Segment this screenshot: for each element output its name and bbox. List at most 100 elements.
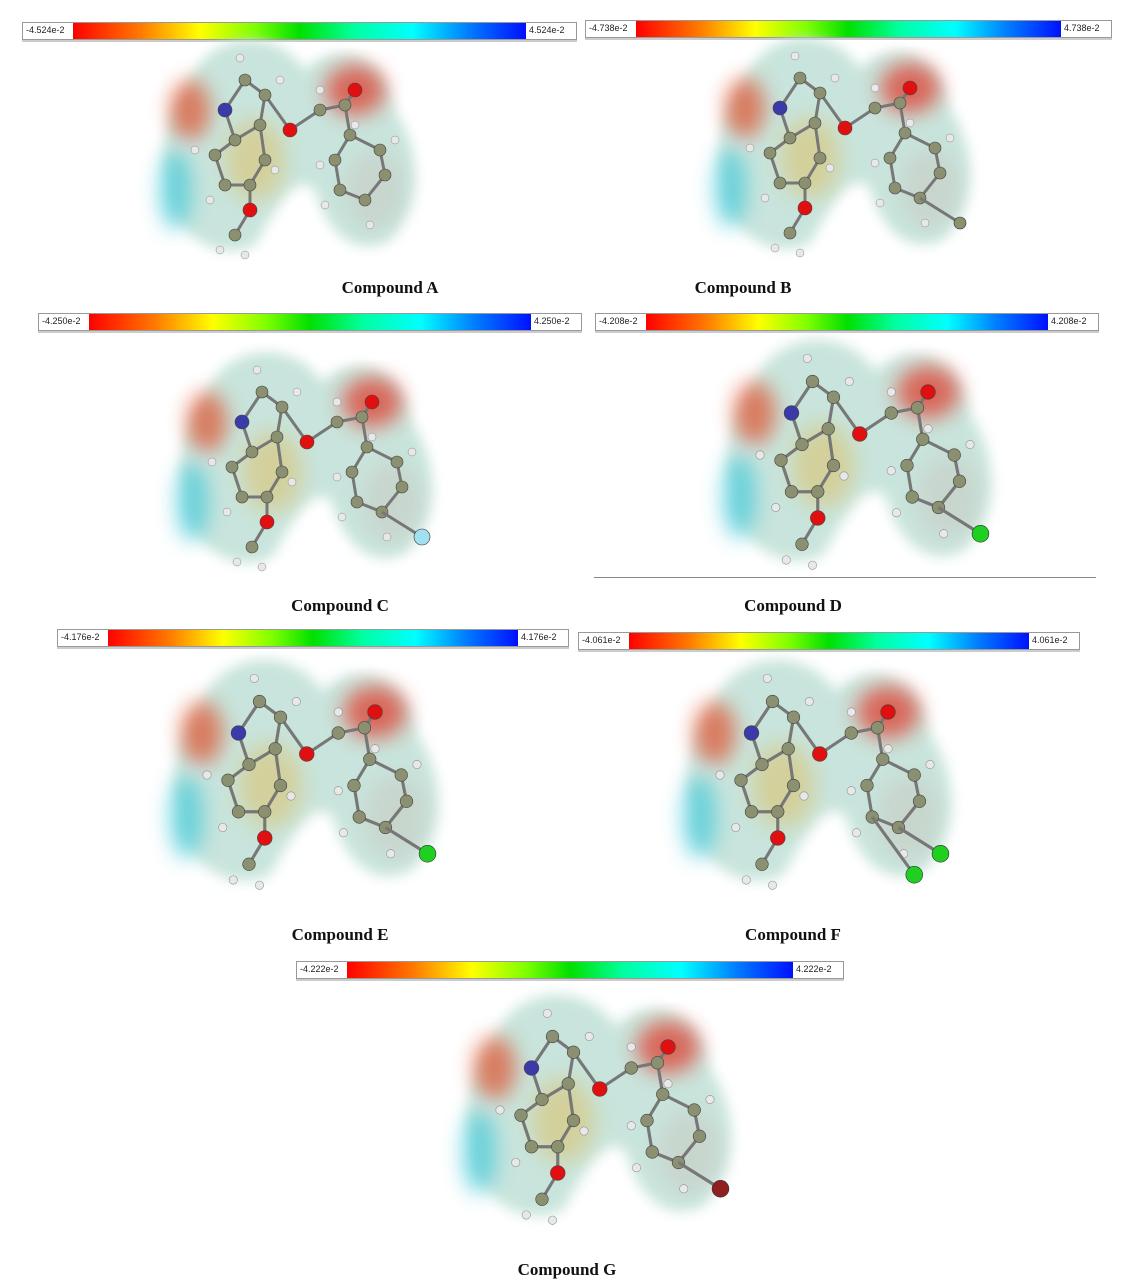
carbon-atom (273, 710, 288, 724)
scale-min-label: -4.176e-2 (61, 632, 100, 642)
carbon-atom (345, 465, 359, 479)
carbon-atom (363, 752, 377, 766)
scale-max-label: 4.524e-2 (529, 25, 565, 35)
compound-caption: Compound C (291, 596, 389, 615)
color-scale-bar: -4.176e-2 4.176e-2 (57, 629, 569, 647)
carbon-atom (245, 540, 259, 554)
carbon-atom (275, 400, 289, 414)
carbon-atom (912, 794, 927, 808)
hydrogen-atom (350, 120, 360, 130)
hydrogen-atom (579, 1126, 589, 1136)
carbon-atom (313, 103, 327, 117)
hydrogen-atom (232, 557, 242, 567)
carbon-atom (275, 465, 289, 479)
carbon-atom (551, 1140, 565, 1154)
color-gradient (73, 23, 526, 39)
color-scale-bar: -4.738e-2 4.738e-2 (585, 20, 1112, 38)
carbon-atom (357, 721, 372, 735)
carbon-atom (347, 778, 361, 793)
carbon-atom (350, 495, 364, 509)
hydrogen-atom (332, 397, 342, 407)
carbon-atom (231, 805, 246, 819)
color-gradient (629, 633, 1029, 649)
mep-surface-molecule (722, 339, 991, 570)
color-gradient (636, 21, 1061, 37)
hydrogen-atom (365, 220, 375, 230)
substituent-ch3-atom (953, 216, 967, 230)
carbon-atom (258, 88, 272, 102)
oxygen-atom (282, 122, 298, 138)
carbon-atom (884, 406, 898, 420)
hydrogen-atom (626, 1121, 636, 1131)
carbon-atom (784, 485, 799, 499)
hydrogen-atom (407, 447, 417, 457)
hydrogen-atom (339, 828, 348, 838)
color-scale-bar: -4.524e-2 4.524e-2 (22, 22, 577, 40)
carbon-atom (813, 151, 827, 165)
carbon-atom (373, 143, 387, 157)
hydrogen-atom (626, 1042, 636, 1052)
nitrogen-atom (217, 102, 233, 118)
hydrogen-atom (202, 770, 212, 780)
oxygen-atom (797, 200, 813, 216)
hydrogen-atom (390, 135, 400, 145)
hydrogen-atom (905, 118, 915, 128)
hydrogen-atom (215, 245, 225, 255)
color-scale-bar: -4.222e-2 4.222e-2 (296, 961, 844, 979)
carbon-atom (883, 151, 897, 165)
hydrogen-atom (825, 163, 835, 173)
hydrogen-atom (228, 875, 238, 885)
carbon-atom (208, 148, 222, 162)
carbon-atom (355, 410, 369, 424)
color-gradient (108, 630, 518, 646)
scale-min-label: -4.250e-2 (42, 316, 81, 326)
oxygen-atom (852, 426, 868, 442)
hydrogen-atom (370, 744, 380, 754)
carbon-atom (253, 118, 267, 132)
oxygen-atom (364, 394, 380, 410)
hydrogen-atom (249, 673, 259, 683)
mep-surface-molecule (462, 994, 731, 1225)
oxygen-atom (592, 1081, 608, 1097)
carbon-atom (260, 490, 274, 504)
hydrogen-atom (770, 243, 780, 253)
carbon-atom (898, 126, 912, 140)
carbon-atom (734, 773, 748, 787)
hydrogen-atom (320, 200, 330, 210)
hydrogen-atom (382, 532, 392, 542)
carbon-atom (900, 458, 914, 473)
hydrogen-atom (207, 457, 217, 467)
substituent-cl-atom (931, 845, 950, 863)
hydrogen-atom (257, 562, 267, 572)
nitrogen-atom (743, 725, 760, 741)
carbon-atom (352, 810, 366, 824)
nitrogen-atom (523, 1060, 540, 1076)
carbon-atom (358, 193, 372, 207)
carbon-atom (360, 440, 374, 454)
hydrogen-atom (762, 673, 772, 683)
carbon-atom (763, 146, 777, 160)
hydrogen-atom (270, 165, 280, 175)
compound-caption: Compound F (745, 925, 841, 944)
hydrogen-atom (632, 1163, 641, 1173)
hydrogen-atom (286, 791, 296, 801)
hydrogen-atom (844, 377, 854, 386)
scale-min-label: -4.061e-2 (582, 635, 621, 645)
hydrogen-atom (333, 707, 343, 717)
substituent-cl-atom (905, 866, 923, 884)
divider (594, 577, 1096, 578)
carbon-atom (535, 1092, 549, 1107)
carbon-atom (893, 96, 907, 110)
hydrogen-atom (521, 1210, 531, 1220)
oxygen-atom (299, 746, 315, 762)
carbon-atom (524, 1140, 539, 1154)
mep-surface-molecule (714, 38, 970, 258)
hydrogen-atom (745, 143, 755, 153)
hydrogen-atom (222, 507, 232, 517)
substituent-cl-atom (418, 845, 437, 863)
carbon-atom (514, 1108, 528, 1122)
carbon-atom (826, 458, 841, 473)
oxygen-atom (242, 202, 258, 218)
carbon-atom (535, 1192, 549, 1206)
carbon-atom (561, 1077, 575, 1091)
